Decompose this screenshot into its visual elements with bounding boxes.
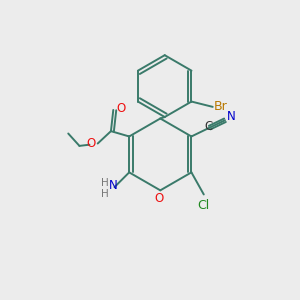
Text: N: N bbox=[109, 179, 117, 192]
Text: O: O bbox=[87, 137, 96, 150]
Text: Br: Br bbox=[214, 100, 228, 113]
Text: C: C bbox=[204, 120, 212, 133]
Text: Cl: Cl bbox=[198, 199, 210, 212]
Text: O: O bbox=[116, 102, 125, 115]
Text: N: N bbox=[227, 110, 236, 123]
Text: O: O bbox=[154, 192, 164, 205]
Text: H: H bbox=[101, 178, 109, 188]
Text: H: H bbox=[101, 189, 109, 199]
